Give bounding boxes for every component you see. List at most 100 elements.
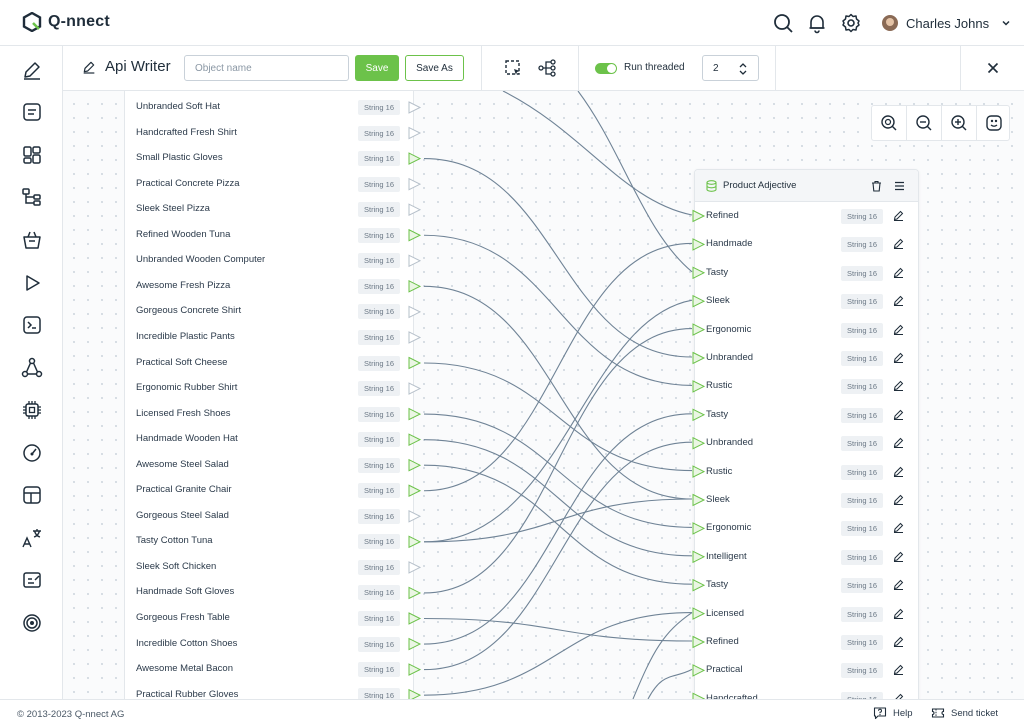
form-edit-icon[interactable]: [20, 568, 44, 592]
edit-icon[interactable]: [893, 466, 904, 477]
output-port-icon[interactable]: [408, 509, 422, 523]
output-port-icon[interactable]: [408, 637, 422, 651]
target-field-row[interactable]: Tasty String 16: [695, 571, 918, 599]
source-field-row[interactable]: Sleek Soft Chicken String 16: [125, 555, 415, 580]
input-port-icon[interactable]: [692, 380, 706, 393]
connection-line[interactable]: [423, 413, 693, 645]
output-port-icon[interactable]: [408, 407, 422, 421]
output-port-icon[interactable]: [408, 586, 422, 600]
target-field-row[interactable]: Ergonomic String 16: [695, 514, 918, 542]
edit-icon[interactable]: [893, 608, 904, 619]
editor-window-icon[interactable]: [20, 100, 44, 124]
source-field-row[interactable]: Awesome Metal Bacon String 16: [125, 657, 415, 682]
layout-icon[interactable]: [20, 483, 44, 507]
edit-icon[interactable]: [893, 267, 904, 278]
connection-line[interactable]: [423, 158, 693, 358]
save-button[interactable]: Save: [355, 55, 399, 81]
output-port-icon[interactable]: [408, 561, 422, 574]
target-field-row[interactable]: Handmade String 16: [695, 230, 918, 258]
reset-view-button[interactable]: [977, 106, 1011, 140]
connection-line[interactable]: [423, 328, 693, 594]
input-port-icon[interactable]: [692, 692, 706, 699]
source-field-row[interactable]: Incredible Plastic Pants String 16: [125, 325, 415, 350]
user-menu[interactable]: Charles Johns: [882, 12, 1011, 34]
product-adjective-node[interactable]: Product Adjective Refined String 16 Handma…: [692, 169, 919, 699]
edit-icon[interactable]: [893, 409, 904, 420]
source-field-row[interactable]: Ergonomic Rubber Shirt String 16: [125, 376, 415, 401]
output-port-icon[interactable]: [408, 433, 422, 446]
hierarchy-icon[interactable]: [20, 185, 44, 209]
source-field-row[interactable]: Awesome Fresh Pizza String 16: [125, 274, 415, 299]
input-port-icon[interactable]: [692, 351, 706, 365]
edit-icon[interactable]: [893, 324, 904, 335]
dashboard-icon[interactable]: [20, 143, 44, 167]
source-field-row[interactable]: Handmade Soft Gloves String 16: [125, 580, 415, 605]
close-icon[interactable]: [985, 60, 1001, 76]
output-port-icon[interactable]: [408, 177, 422, 191]
connection-line[interactable]: [423, 439, 693, 557]
zoom-out-button[interactable]: [907, 106, 941, 140]
output-port-icon[interactable]: [408, 331, 422, 344]
connection-line[interactable]: [423, 285, 693, 500]
edit-icon[interactable]: [893, 352, 904, 363]
source-field-row[interactable]: Small Plastic Gloves String 16: [125, 146, 415, 171]
input-port-icon[interactable]: [692, 465, 706, 478]
connection-line[interactable]: [423, 612, 693, 696]
search-icon[interactable]: [772, 12, 794, 34]
target-field-row[interactable]: Tasty String 16: [695, 401, 918, 429]
target-field-row[interactable]: Sleek String 16: [695, 287, 918, 315]
source-field-row[interactable]: Gorgeous Concrete Shirt String 16: [125, 299, 415, 324]
connection-line[interactable]: [423, 234, 693, 386]
source-field-row[interactable]: Tasty Cotton Tuna String 16: [125, 529, 415, 554]
edit-icon[interactable]: [893, 636, 904, 647]
gauge-icon[interactable]: [20, 441, 44, 465]
zoom-fit-button[interactable]: [872, 106, 906, 140]
edit-icon[interactable]: [893, 664, 904, 676]
source-field-row[interactable]: Gorgeous Steel Salad String 16: [125, 504, 415, 529]
bell-icon[interactable]: [806, 12, 828, 34]
pencil-icon[interactable]: [20, 58, 44, 82]
connection-line[interactable]: [423, 617, 693, 642]
output-port-icon[interactable]: [408, 254, 422, 268]
zoom-in-button[interactable]: [942, 106, 976, 140]
edit-icon[interactable]: [893, 238, 904, 250]
flow-tree-icon[interactable]: [537, 58, 557, 78]
source-field-row[interactable]: Practical Soft Cheese String 16: [125, 351, 415, 376]
target-field-row[interactable]: Intelligent String 16: [695, 543, 918, 571]
output-port-icon[interactable]: [408, 382, 422, 395]
object-name-input[interactable]: [184, 55, 349, 81]
input-port-icon[interactable]: [692, 550, 706, 564]
run-threaded-toggle[interactable]: [595, 63, 617, 74]
output-port-icon[interactable]: [408, 305, 422, 319]
output-port-icon[interactable]: [408, 228, 422, 242]
source-field-row[interactable]: Awesome Steel Salad String 16: [125, 453, 415, 478]
select-area-icon[interactable]: [503, 58, 523, 78]
stepper-arrows-icon[interactable]: [738, 61, 748, 77]
output-port-icon[interactable]: [408, 101, 422, 114]
basket-icon[interactable]: [20, 228, 44, 252]
input-port-icon[interactable]: [692, 408, 706, 422]
output-port-icon[interactable]: [408, 126, 422, 140]
target-field-row[interactable]: Rustic String 16: [695, 458, 918, 486]
source-field-row[interactable]: Practical Concrete Pizza String 16: [125, 172, 415, 197]
input-port-icon[interactable]: [692, 635, 706, 649]
target-field-row[interactable]: Sleek String 16: [695, 486, 918, 514]
connection-line[interactable]: [647, 668, 693, 699]
input-port-icon[interactable]: [692, 664, 706, 677]
edit-icon[interactable]: [893, 494, 904, 505]
connection-line[interactable]: [423, 441, 693, 671]
source-field-row[interactable]: Handmade Wooden Hat String 16: [125, 427, 415, 452]
source-field-row[interactable]: Refined Wooden Tuna String 16: [125, 223, 415, 248]
output-port-icon[interactable]: [408, 663, 422, 676]
play-icon[interactable]: [20, 271, 44, 295]
target-icon[interactable]: [20, 611, 44, 635]
input-port-icon[interactable]: [692, 578, 706, 592]
save-as-button[interactable]: Save As: [405, 55, 464, 81]
target-field-row[interactable]: Unbranded String 16: [695, 344, 918, 372]
thread-count-stepper[interactable]: 2: [702, 55, 759, 81]
output-port-icon[interactable]: [408, 152, 422, 165]
trash-icon[interactable]: [871, 180, 882, 192]
connection-line[interactable]: [423, 362, 693, 472]
input-port-icon[interactable]: [692, 238, 706, 251]
edit-icon[interactable]: [893, 551, 904, 562]
